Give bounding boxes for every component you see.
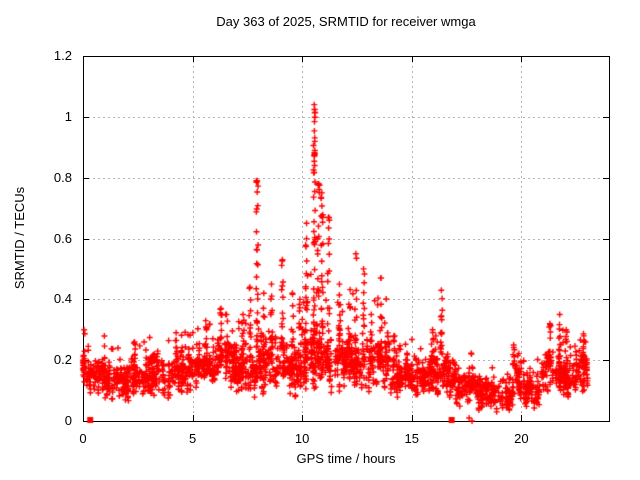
x-tick-label: 5 [188, 431, 197, 446]
x-tick-label: 20 [514, 431, 529, 446]
x-tick-label: 10 [294, 431, 310, 446]
chart-title: Day 363 of 2025, SRMTID for receiver wmg… [216, 14, 476, 29]
y-tick-label: 0.6 [53, 230, 72, 246]
y-tick-label: 0.2 [53, 352, 72, 368]
x-tick-label: 15 [404, 431, 419, 446]
y-tick-label: 0.8 [53, 169, 72, 185]
x-axis-label: GPS time / hours [296, 451, 396, 466]
x-tick-label: 0 [79, 431, 87, 446]
y-tick-label: 0.4 [53, 291, 72, 307]
y-tick-label: 0 [64, 413, 72, 428]
y-tick-label: 1 [64, 108, 72, 124]
y-tick-label: 1.2 [53, 48, 72, 63]
